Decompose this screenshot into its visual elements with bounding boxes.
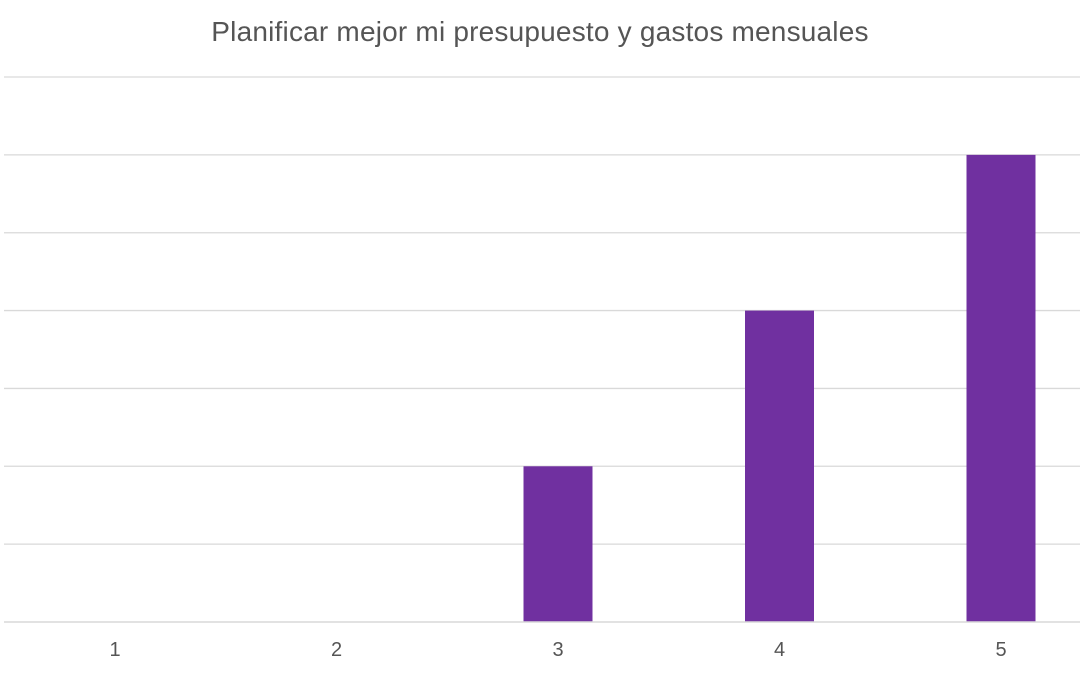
x-tick-label-4: 4 [774,639,785,661]
x-tick-label-2: 2 [331,639,342,661]
x-tick-label-3: 3 [552,639,563,661]
bar-4 [745,310,814,622]
bar-5 [966,154,1036,622]
x-tick-label-5: 5 [995,639,1006,661]
x-tick-label-1: 1 [109,639,120,661]
bars [523,154,1036,622]
chart-title: Planificar mejor mi presupuesto y gastos… [211,16,869,47]
bar-3 [523,466,593,622]
x-tick-labels: 1 2 3 4 5 [109,639,1006,661]
